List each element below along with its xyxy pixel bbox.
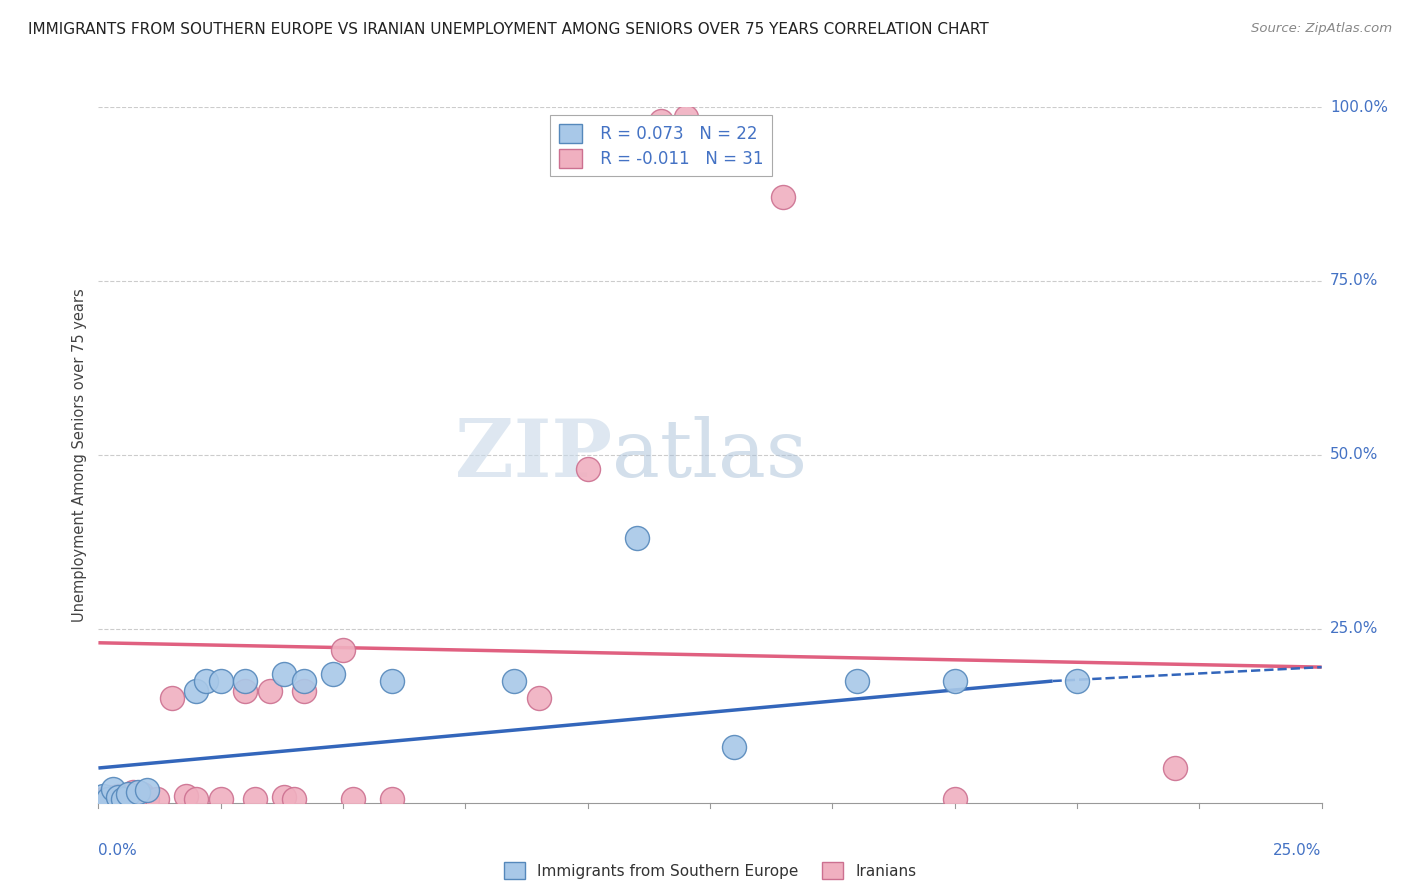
- Text: 25.0%: 25.0%: [1274, 843, 1322, 858]
- Text: 25.0%: 25.0%: [1330, 622, 1378, 636]
- Point: [121, 785, 143, 799]
- Point: [943, 674, 966, 689]
- Point: [1066, 674, 1088, 689]
- Point: [131, 788, 153, 802]
- Point: [292, 674, 315, 689]
- Point: [209, 792, 232, 806]
- Text: 100.0%: 100.0%: [1330, 100, 1388, 114]
- Point: [186, 684, 208, 698]
- Point: [101, 781, 124, 796]
- Point: [576, 462, 599, 476]
- Point: [650, 114, 672, 128]
- Point: [91, 789, 114, 803]
- Y-axis label: Unemployment Among Seniors over 75 years: Unemployment Among Seniors over 75 years: [72, 288, 87, 622]
- Point: [772, 190, 794, 204]
- Point: [527, 691, 550, 706]
- Text: Source: ZipAtlas.com: Source: ZipAtlas.com: [1251, 22, 1392, 36]
- Point: [943, 792, 966, 806]
- Point: [97, 792, 120, 806]
- Point: [91, 792, 114, 806]
- Point: [136, 783, 159, 797]
- Point: [1164, 761, 1187, 775]
- Point: [107, 790, 129, 805]
- Point: [332, 642, 354, 657]
- Point: [283, 792, 305, 806]
- Point: [160, 691, 183, 706]
- Point: [723, 740, 745, 755]
- Point: [117, 790, 139, 805]
- Point: [186, 792, 208, 806]
- Point: [342, 792, 364, 806]
- Point: [845, 674, 868, 689]
- Point: [97, 790, 120, 805]
- Text: 75.0%: 75.0%: [1330, 274, 1378, 288]
- Point: [243, 792, 266, 806]
- Text: atlas: atlas: [612, 416, 807, 494]
- Point: [273, 667, 295, 681]
- Point: [127, 792, 149, 806]
- Point: [233, 684, 256, 698]
- Point: [127, 785, 149, 799]
- Text: 0.0%: 0.0%: [98, 843, 138, 858]
- Point: [675, 111, 697, 125]
- Point: [111, 792, 134, 806]
- Point: [503, 674, 526, 689]
- Point: [322, 667, 344, 681]
- Point: [111, 792, 134, 806]
- Point: [381, 674, 404, 689]
- Point: [626, 532, 648, 546]
- Text: ZIP: ZIP: [456, 416, 612, 494]
- Text: 50.0%: 50.0%: [1330, 448, 1378, 462]
- Point: [259, 684, 281, 698]
- Point: [136, 792, 159, 806]
- Point: [195, 674, 218, 689]
- Point: [233, 674, 256, 689]
- Point: [209, 674, 232, 689]
- Point: [273, 790, 295, 805]
- Point: [146, 792, 169, 806]
- Point: [101, 792, 124, 806]
- Point: [107, 789, 129, 803]
- Legend: Immigrants from Southern Europe, Iranians: Immigrants from Southern Europe, Iranian…: [498, 855, 922, 886]
- Point: [381, 792, 404, 806]
- Point: [117, 788, 139, 802]
- Point: [176, 789, 198, 803]
- Text: IMMIGRANTS FROM SOUTHERN EUROPE VS IRANIAN UNEMPLOYMENT AMONG SENIORS OVER 75 YE: IMMIGRANTS FROM SOUTHERN EUROPE VS IRANI…: [28, 22, 988, 37]
- Point: [292, 684, 315, 698]
